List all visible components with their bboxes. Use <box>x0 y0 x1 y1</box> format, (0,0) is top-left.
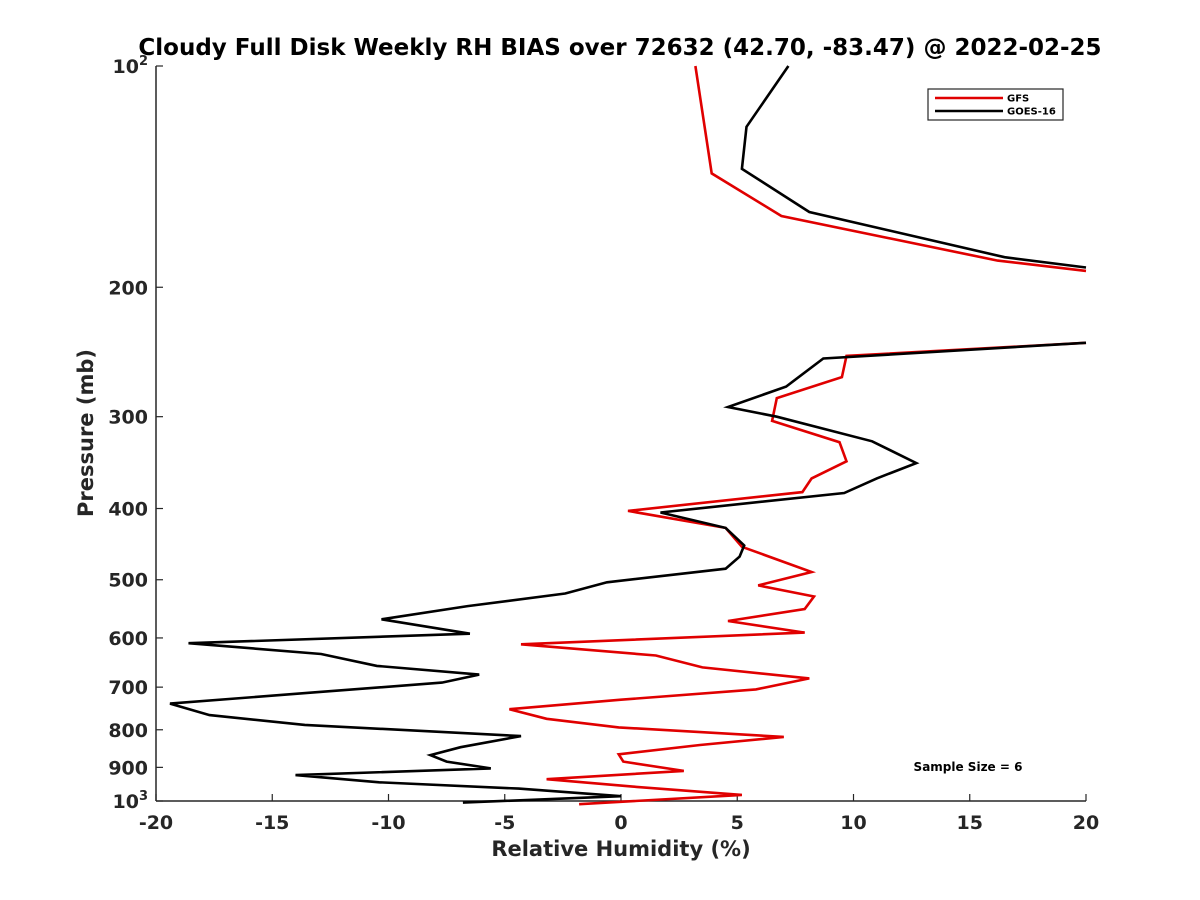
x-tick-label: -15 <box>255 812 289 834</box>
y-tick-exponent: 2 <box>139 54 148 69</box>
x-tick-label: -10 <box>371 812 405 834</box>
y-tick-base: 10 <box>113 56 139 78</box>
y-tick-label: 200 <box>108 277 148 299</box>
y-tick-label: 103 <box>113 789 149 813</box>
x-tick-label: -5 <box>494 812 515 834</box>
series-line-gfs <box>509 65 1087 806</box>
y-tick-label: 300 <box>108 407 148 429</box>
y-tick-label: 800 <box>108 720 148 742</box>
x-tick-label: 0 <box>614 812 627 834</box>
legend: GFS GOES-16 <box>927 88 1064 121</box>
y-axis-label: Pressure (mb) <box>74 349 98 517</box>
x-axis-label: Relative Humidity (%) <box>491 837 750 861</box>
legend-label-goes16: GOES-16 <box>1007 107 1056 118</box>
chart-title: Cloudy Full Disk Weekly RH BIAS over 726… <box>138 35 1101 61</box>
x-tick-label: 10 <box>840 812 866 834</box>
y-tick-label: 400 <box>108 499 148 521</box>
y-tick-base: 300 <box>108 407 148 429</box>
sample-size-annotation: Sample Size = 6 <box>914 760 1023 774</box>
y-tick-base: 200 <box>108 277 148 299</box>
y-tick-base: 700 <box>108 677 148 699</box>
y-tick-base: 400 <box>108 499 148 521</box>
y-tick-base: 600 <box>108 628 148 650</box>
plot-frame <box>155 66 1086 802</box>
y-tick-base: 500 <box>108 570 148 592</box>
y-tick-label: 102 <box>113 54 149 78</box>
legend-box <box>927 88 1064 121</box>
y-tick-exponent: 3 <box>139 789 148 804</box>
y-tick-label: 900 <box>108 757 148 779</box>
y-tick-base: 900 <box>108 757 148 779</box>
y-tick-label: 700 <box>108 677 148 699</box>
x-tick-label: 15 <box>957 812 983 834</box>
y-tick-base: 10 <box>113 791 139 813</box>
x-tick-label: -20 <box>139 812 173 834</box>
series-layer <box>169 65 1087 806</box>
x-tick-label: 20 <box>1073 812 1099 834</box>
x-tick-label: 5 <box>731 812 744 834</box>
y-tick-label: 500 <box>108 570 148 592</box>
series-line-goes16 <box>169 65 1087 804</box>
x-ticks: -20 -15 -10 -5 0 5 10 15 20 <box>139 794 1099 834</box>
legend-label-gfs: GFS <box>1007 94 1029 105</box>
y-tick-base: 800 <box>108 720 148 742</box>
y-tick-label: 600 <box>108 628 148 650</box>
